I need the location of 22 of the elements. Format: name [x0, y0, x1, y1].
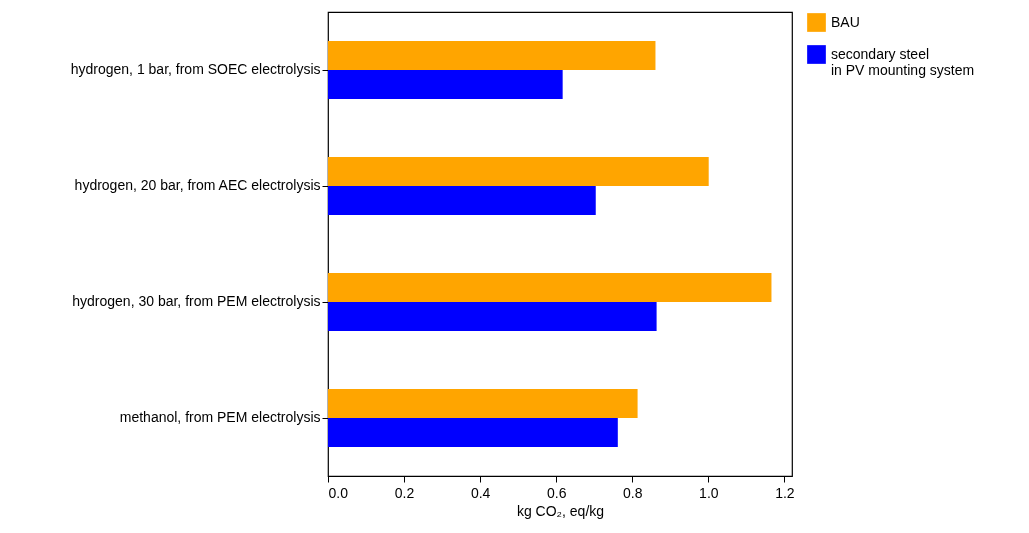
bar: [328, 389, 638, 418]
x-tick-label: 0.4: [470, 484, 491, 501]
bar: [328, 186, 596, 215]
bar: [328, 70, 563, 99]
x-tick-label: 0.6: [546, 484, 567, 501]
x-tick-label: 1.0: [699, 484, 719, 501]
y-tick-label: hydrogen, 1 bar, from SOEC electrolysis: [70, 61, 321, 77]
x-tick-label: 0.0: [328, 484, 349, 501]
x-tick-label: 0.2: [394, 484, 415, 501]
legend-label: BAU: [831, 13, 860, 30]
legend-label: secondary steel in PV mounting system: [831, 45, 975, 78]
x-axis-title: kg CO₂, eq/kg: [516, 502, 605, 519]
x-tick-label: 0.8: [623, 484, 643, 501]
x-tick-label: 1.2: [775, 484, 795, 501]
bar: [328, 302, 657, 331]
bar: [328, 41, 656, 70]
bar: [328, 418, 618, 447]
bar: [328, 273, 772, 302]
y-tick-label: hydrogen, 20 bar, from AEC electrolysis: [74, 177, 321, 193]
y-tick-label: hydrogen, 30 bar, from PEM electrolysis: [72, 293, 321, 309]
bar: [328, 157, 709, 186]
y-tick-label: methanol, from PEM electrolysis: [119, 409, 321, 425]
